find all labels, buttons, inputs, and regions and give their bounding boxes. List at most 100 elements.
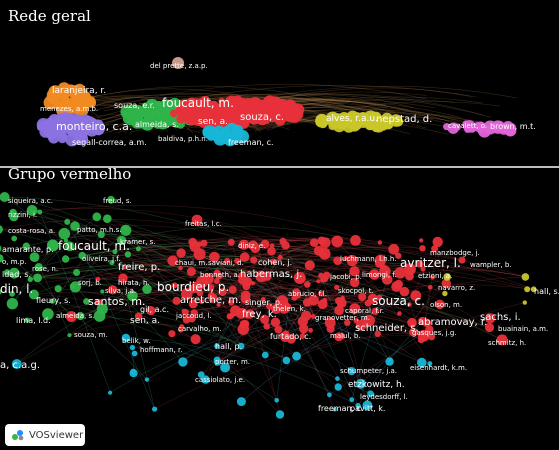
network-node[interactable]: [336, 298, 347, 308]
network-node[interactable]: [9, 290, 16, 297]
network-node[interactable]: [264, 98, 275, 109]
network-node[interactable]: [78, 131, 86, 139]
network-node[interactable]: [428, 333, 436, 341]
network-node[interactable]: [152, 406, 158, 412]
network-node[interactable]: [308, 295, 319, 306]
network-node[interactable]: [230, 127, 244, 141]
network-node[interactable]: [224, 257, 231, 264]
network-node[interactable]: [364, 114, 377, 128]
node-label[interactable]: schmitz, h.: [488, 339, 526, 347]
network-node[interactable]: [363, 314, 375, 327]
network-node[interactable]: [407, 302, 412, 307]
network-node[interactable]: [191, 214, 203, 226]
network-node[interactable]: [218, 288, 227, 297]
network-node[interactable]: [215, 272, 223, 280]
node-label[interactable]: limongi, f.: [362, 271, 396, 279]
network-node[interactable]: [361, 117, 369, 124]
network-node[interactable]: [60, 134, 68, 141]
network-node[interactable]: [54, 130, 61, 137]
node-label[interactable]: baldiva, p.h.n.: [158, 135, 208, 143]
network-node[interactable]: [216, 302, 221, 307]
network-node[interactable]: [109, 259, 115, 266]
network-node[interactable]: [11, 359, 22, 370]
network-node[interactable]: [367, 293, 378, 304]
network-node[interactable]: [238, 239, 250, 250]
network-node[interactable]: [355, 402, 361, 409]
network-node[interactable]: [89, 119, 100, 130]
node-label[interactable]: etzkowitz, h.: [348, 380, 405, 390]
node-label[interactable]: souza, c.: [372, 294, 425, 308]
node-label[interactable]: rose, n.: [32, 265, 58, 273]
network-node[interactable]: [358, 292, 367, 302]
network-node[interactable]: [324, 317, 336, 329]
network-node[interactable]: [277, 254, 283, 260]
network-node[interactable]: [255, 104, 269, 117]
network-node[interactable]: [40, 120, 47, 127]
node-label[interactable]: oliveira, j.f.: [82, 255, 121, 263]
network-node[interactable]: [239, 319, 249, 330]
network-node[interactable]: [107, 195, 115, 204]
network-node[interactable]: [409, 327, 418, 337]
network-node[interactable]: [214, 278, 220, 285]
network-node[interactable]: [333, 256, 342, 266]
node-label[interactable]: freire, p.: [118, 262, 160, 273]
network-node[interactable]: [242, 282, 251, 291]
network-node[interactable]: [112, 249, 118, 255]
network-node[interactable]: [349, 266, 360, 277]
node-label[interactable]: jacobi, p.: [329, 273, 362, 281]
node-label[interactable]: santos, m.: [88, 295, 145, 308]
network-node[interactable]: [297, 316, 308, 327]
network-node[interactable]: [239, 115, 247, 123]
vosviewer-logo-button[interactable]: VOSviewer: [5, 424, 85, 446]
network-node[interactable]: [435, 299, 445, 310]
network-node[interactable]: [274, 398, 280, 403]
network-node[interactable]: [271, 303, 282, 315]
node-label[interactable]: chaui, m.: [175, 259, 207, 267]
node-label[interactable]: alves, r.a.u.: [326, 114, 378, 124]
node-label[interactable]: kramer, s.: [120, 238, 156, 246]
network-node[interactable]: [0, 225, 3, 234]
network-node[interactable]: [206, 132, 215, 141]
node-label[interactable]: caporal, f.r.: [345, 307, 384, 315]
network-node[interactable]: [416, 260, 424, 268]
node-label[interactable]: o, m.p.: [2, 258, 26, 266]
node-label[interactable]: souza, m.: [74, 331, 108, 339]
node-label[interactable]: menezes, a.m.b.: [40, 105, 98, 113]
node-label[interactable]: fleury, s.: [36, 296, 71, 305]
network-node[interactable]: [228, 299, 235, 306]
network-node[interactable]: [334, 383, 342, 391]
node-label[interactable]: olson, m.: [430, 301, 462, 309]
network-node[interactable]: [404, 263, 416, 276]
node-label[interactable]: arretche, m.: [180, 295, 241, 306]
network-node[interactable]: [379, 265, 391, 278]
network-node[interactable]: [237, 342, 245, 350]
network-node[interactable]: [484, 322, 495, 333]
network-node[interactable]: [134, 312, 143, 321]
node-label[interactable]: foucault, m.: [58, 239, 130, 253]
network-node[interactable]: [267, 246, 276, 256]
network-node[interactable]: [208, 293, 218, 303]
network-node[interactable]: [172, 296, 181, 305]
node-label[interactable]: monteiro, c.a.: [56, 120, 132, 133]
network-node[interactable]: [181, 308, 187, 314]
network-node[interactable]: [318, 247, 331, 260]
node-label[interactable]: navarro, z.: [438, 284, 475, 292]
network-node[interactable]: [54, 285, 62, 293]
network-node[interactable]: [346, 254, 358, 267]
network-node[interactable]: [353, 318, 359, 324]
network-node[interactable]: [270, 258, 277, 265]
network-node[interactable]: [524, 286, 531, 293]
network-node[interactable]: [430, 275, 435, 280]
network-node[interactable]: [331, 235, 344, 248]
network-node[interactable]: [322, 297, 328, 303]
node-label[interactable]: freitas, l.c.: [185, 220, 222, 228]
network-node[interactable]: [269, 243, 275, 249]
node-label[interactable]: silva, j.a.: [105, 287, 136, 295]
network-node[interactable]: [8, 267, 20, 279]
node-label[interactable]: leydesdorff, l.: [360, 393, 408, 401]
network-node[interactable]: [462, 120, 470, 128]
network-node[interactable]: [419, 245, 426, 252]
network-node[interactable]: [334, 284, 340, 290]
network-node[interactable]: [37, 209, 43, 215]
node-label[interactable]: bonneth, a.: [200, 271, 240, 279]
